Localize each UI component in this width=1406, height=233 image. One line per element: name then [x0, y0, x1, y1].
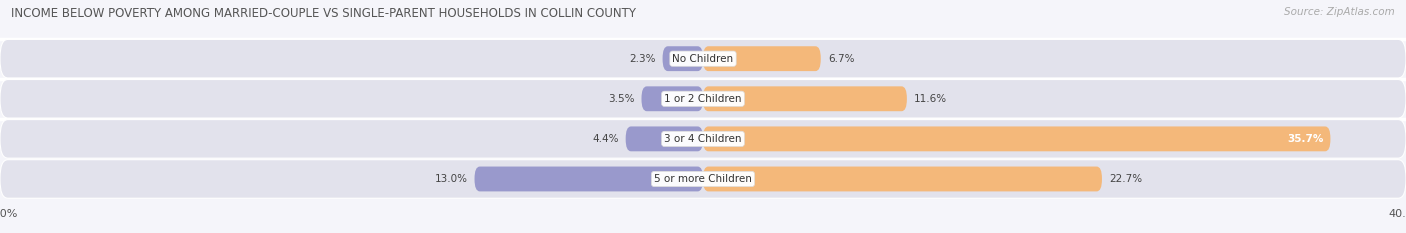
FancyBboxPatch shape [0, 79, 1406, 118]
FancyBboxPatch shape [475, 167, 703, 191]
FancyBboxPatch shape [703, 167, 1102, 191]
FancyBboxPatch shape [641, 86, 703, 111]
Text: 11.6%: 11.6% [914, 94, 948, 104]
Text: 6.7%: 6.7% [828, 54, 855, 64]
Text: Source: ZipAtlas.com: Source: ZipAtlas.com [1284, 7, 1395, 17]
Text: 13.0%: 13.0% [434, 174, 467, 184]
Text: 3 or 4 Children: 3 or 4 Children [664, 134, 742, 144]
FancyBboxPatch shape [0, 160, 1406, 198]
FancyBboxPatch shape [626, 127, 703, 151]
Text: 3.5%: 3.5% [607, 94, 634, 104]
Text: 5 or more Children: 5 or more Children [654, 174, 752, 184]
FancyBboxPatch shape [703, 46, 821, 71]
Text: No Children: No Children [672, 54, 734, 64]
FancyBboxPatch shape [703, 127, 1330, 151]
FancyBboxPatch shape [662, 46, 703, 71]
FancyBboxPatch shape [0, 120, 1406, 158]
Text: 4.4%: 4.4% [592, 134, 619, 144]
FancyBboxPatch shape [703, 86, 907, 111]
Text: 2.3%: 2.3% [628, 54, 655, 64]
Text: INCOME BELOW POVERTY AMONG MARRIED-COUPLE VS SINGLE-PARENT HOUSEHOLDS IN COLLIN : INCOME BELOW POVERTY AMONG MARRIED-COUPL… [11, 7, 637, 20]
Text: 1 or 2 Children: 1 or 2 Children [664, 94, 742, 104]
FancyBboxPatch shape [0, 39, 1406, 78]
Text: 35.7%: 35.7% [1286, 134, 1323, 144]
Text: 22.7%: 22.7% [1109, 174, 1142, 184]
